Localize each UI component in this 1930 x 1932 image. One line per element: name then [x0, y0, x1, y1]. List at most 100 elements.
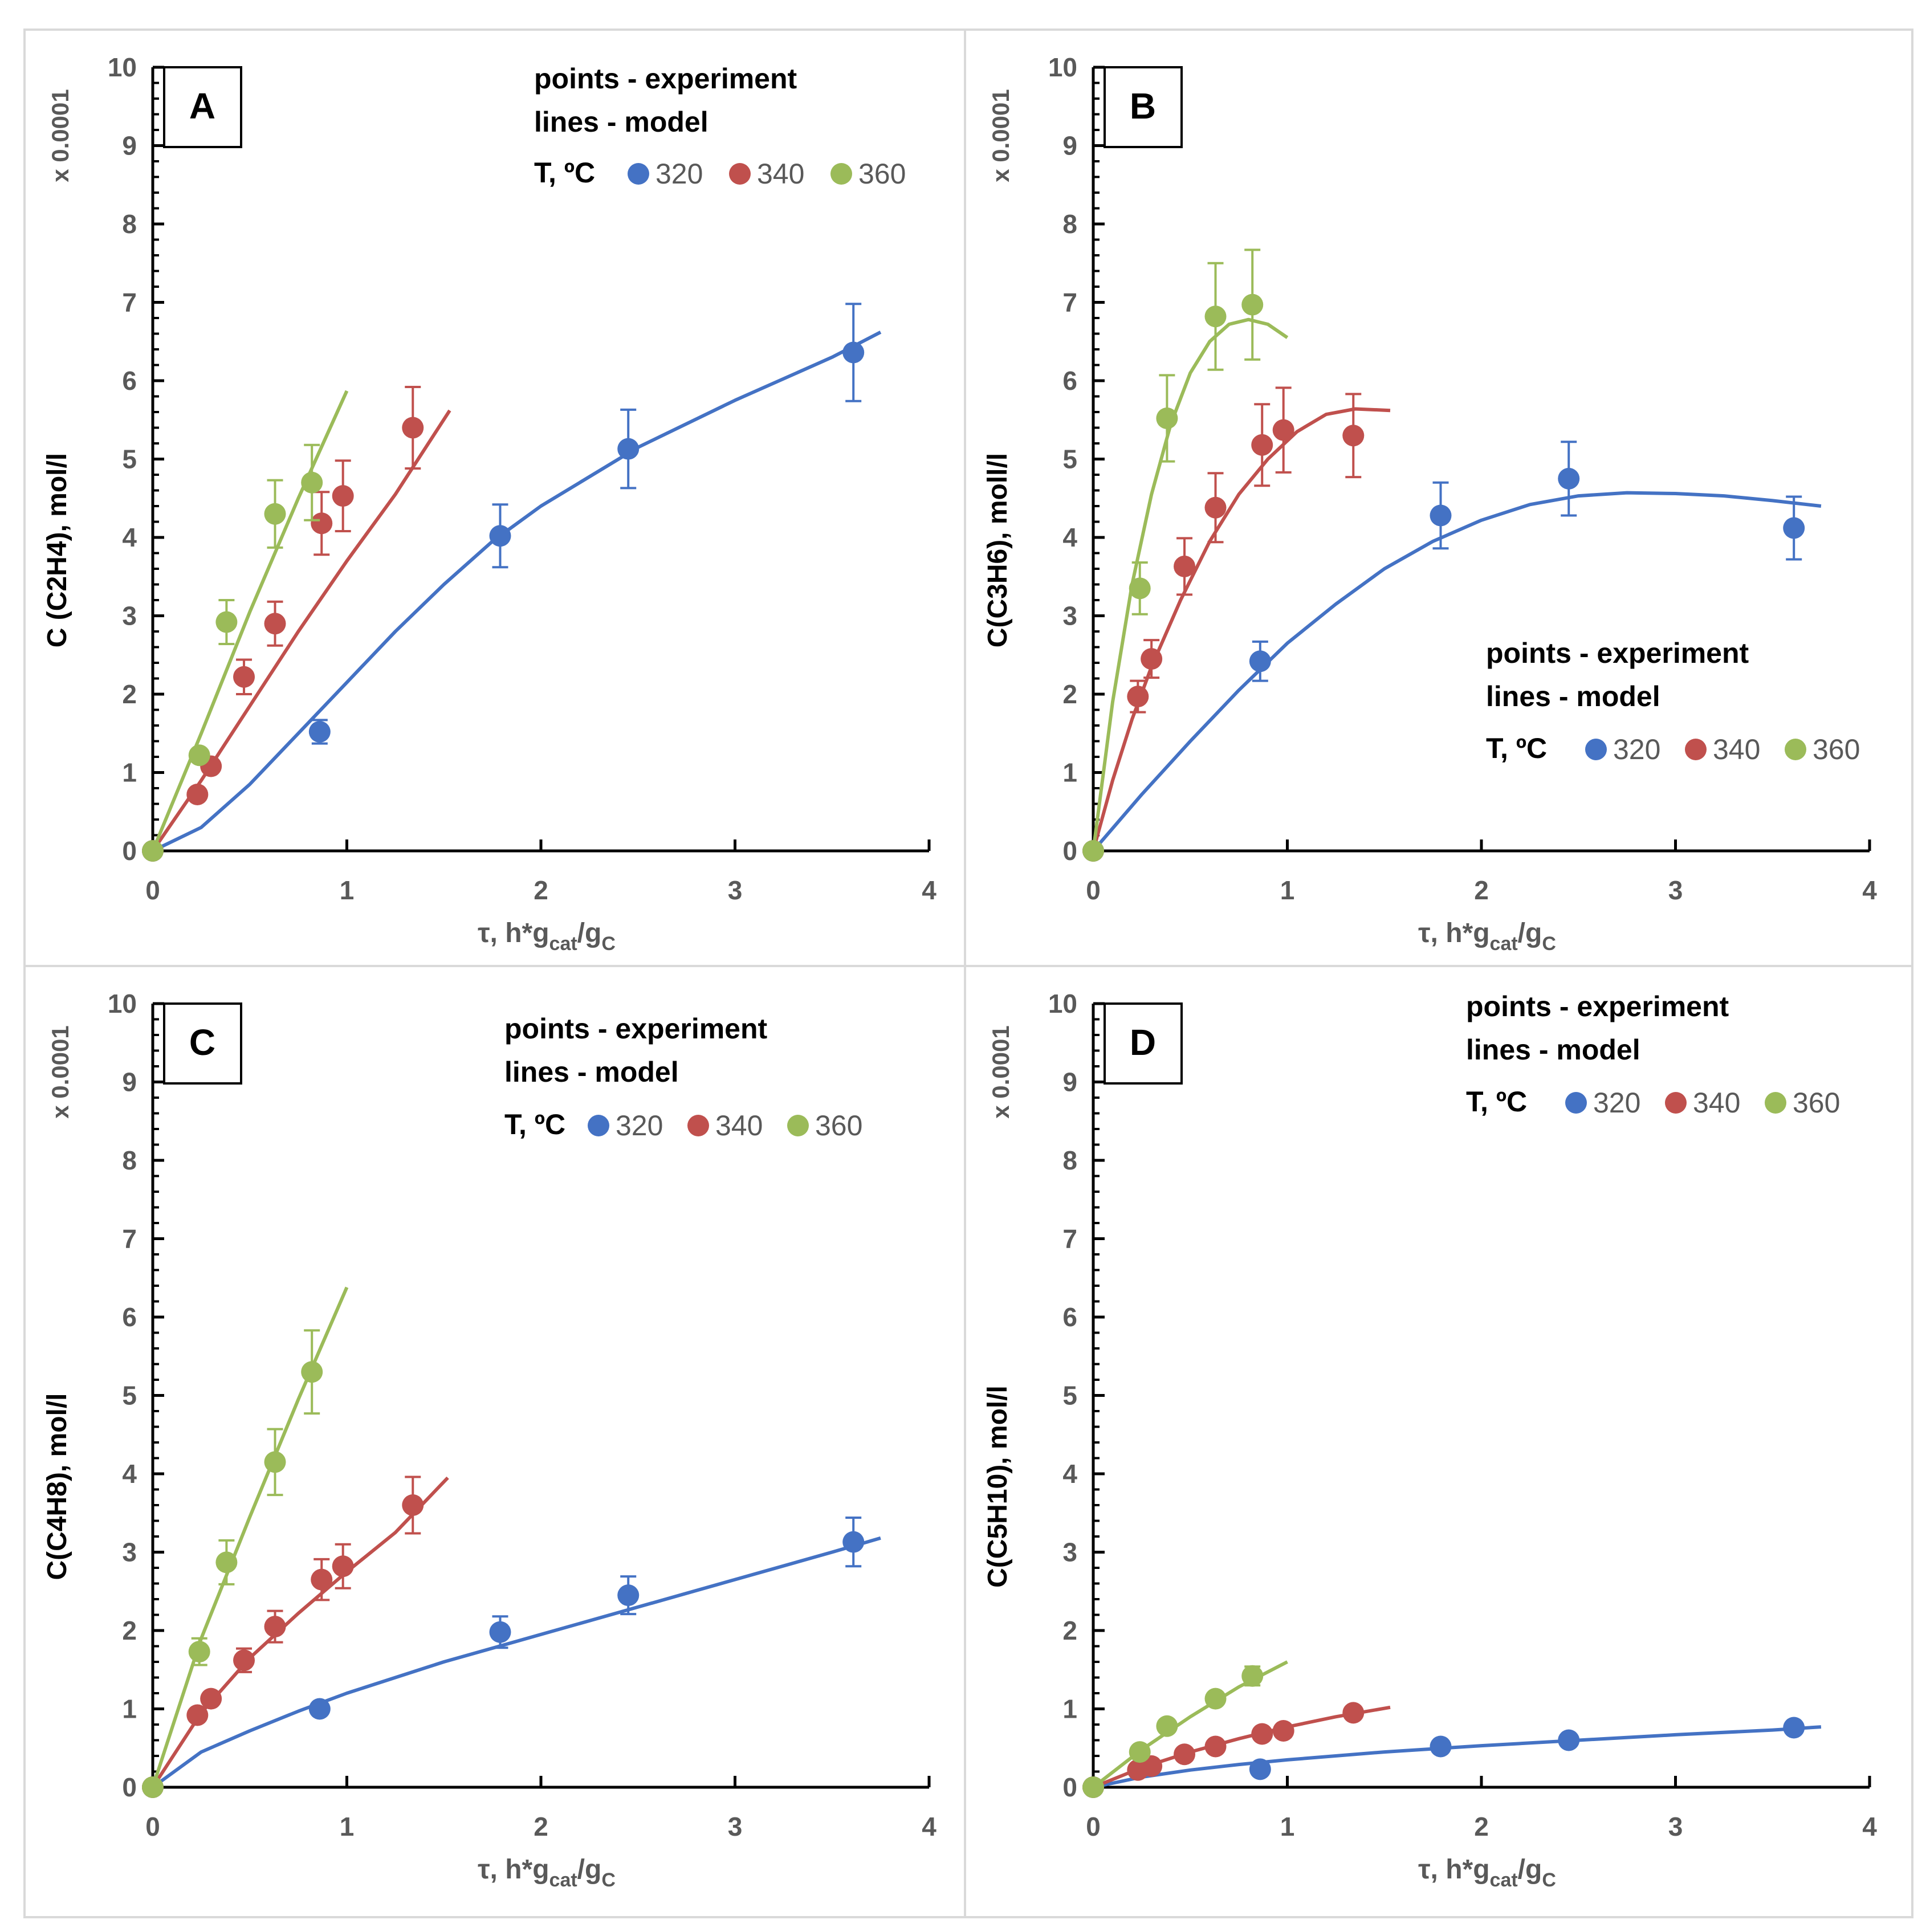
- data-point-340: [1342, 425, 1365, 447]
- data-point-340: [402, 1494, 424, 1516]
- legend-line-experiment: points - experiment: [504, 1013, 768, 1045]
- x-tick-label: 4: [922, 1812, 937, 1841]
- model-line-360: [151, 390, 349, 852]
- legend-marker-320: [588, 1115, 609, 1136]
- legend-marker-320: [628, 163, 649, 185]
- data-point-320: [308, 721, 331, 743]
- x-tick-label: 4: [922, 875, 937, 905]
- series-360: [142, 1286, 349, 1798]
- y-tick-label: 5: [122, 445, 137, 474]
- x-axis-title-main: τ, h*g: [1418, 918, 1489, 948]
- legend-entry-320: 320: [1613, 733, 1660, 765]
- y-tick-label: 1: [122, 758, 137, 788]
- y-tick-label: 5: [1062, 1381, 1077, 1411]
- x-tick-label: 4: [1862, 875, 1877, 905]
- y-tick-label: 10: [108, 989, 137, 1018]
- y-tick-label: 10: [1048, 52, 1077, 82]
- legend-marker-360: [1765, 1092, 1786, 1114]
- data-point-320: [1249, 1758, 1271, 1780]
- data-point-360: [301, 1361, 323, 1383]
- legend-marker-320: [1565, 1092, 1587, 1114]
- data-point-340: [1204, 1735, 1227, 1758]
- x-axis-title-sub-cat: cat: [1490, 933, 1518, 955]
- data-point-340: [1141, 648, 1163, 670]
- y-tick-label: 0: [1062, 1772, 1077, 1802]
- panel-label-box: [163, 66, 242, 148]
- x-tick-label: 1: [340, 1812, 355, 1841]
- x-tick-label: 1: [1280, 1812, 1295, 1841]
- y-axis-title: C (C2H4), mol/l: [42, 453, 72, 647]
- chart-panel-b: 0 1 2 3 4 5 6 7 8 9 10 0 1 2 3 4 x 0.0001 C(C3H6), moll/l…: [983, 52, 1877, 955]
- y-tick-label: 0: [1062, 836, 1077, 866]
- data-point-360: [1082, 840, 1104, 862]
- chart-panel-d: 0 1 2 3 4 5 6 7 8 9 10 0 1 2 3 4 x 0.0001 C(C5H10), mol/l…: [983, 989, 1877, 1891]
- series-340: [142, 1476, 449, 1798]
- legend-entry-320: 320: [655, 158, 703, 190]
- x-axis-title-sub-c: C: [601, 1869, 616, 1891]
- y-tick-label: 6: [122, 1302, 137, 1332]
- x-tick-label: 2: [534, 875, 548, 905]
- x-axis-title: τ, h*gcat/gC: [478, 1854, 616, 1891]
- data-point-320: [1430, 1735, 1452, 1758]
- y-tick-label: 8: [122, 209, 137, 239]
- data-point-340: [332, 485, 354, 507]
- y-tick-label: 4: [122, 1459, 137, 1489]
- data-point-340: [233, 666, 255, 688]
- x-tick-label: 0: [1086, 875, 1101, 905]
- legend-temperature-label: T, ºC: [504, 1108, 565, 1140]
- data-point-340: [1272, 419, 1294, 441]
- data-point-360: [142, 1776, 164, 1798]
- x-axis-title-mid: /g: [577, 918, 602, 948]
- legend-entry-360: 360: [815, 1110, 862, 1142]
- y-tick-label: 4: [122, 523, 137, 552]
- x-axis-title-mid: /g: [1518, 1854, 1542, 1885]
- y-tick-label: 4: [1062, 1459, 1077, 1489]
- data-point-340: [1251, 434, 1273, 456]
- y-tick-label: 7: [122, 1224, 137, 1254]
- series-320: [142, 303, 882, 862]
- legend-temperature-label: T, ºC: [1466, 1086, 1527, 1118]
- series-360: [142, 390, 349, 862]
- legend-line-model: lines - model: [504, 1056, 679, 1088]
- data-point-360: [1129, 1741, 1151, 1763]
- legend-temperature-label: T, ºC: [1486, 732, 1547, 764]
- series-340: [1082, 1702, 1391, 1798]
- data-point-340: [264, 1616, 286, 1638]
- outer-frame: [23, 28, 1913, 1918]
- y-axis-title: C(C5H10), mol/l: [983, 1385, 1013, 1588]
- x-axis-title-sub-c: C: [1542, 1869, 1556, 1891]
- y-tick-label: 5: [122, 1381, 137, 1411]
- data-point-360: [215, 1551, 238, 1574]
- y-scale-multiplier: x 0.0001: [987, 89, 1014, 182]
- x-tick-label: 0: [145, 875, 160, 905]
- y-tick-label: 2: [1062, 679, 1077, 709]
- legend-line-model: lines - model: [534, 106, 709, 138]
- legend: points - experiment lines - model T, ºC 320…: [504, 1013, 862, 1142]
- data-point-340: [1272, 1720, 1294, 1742]
- data-point-340: [1251, 1723, 1273, 1745]
- y-tick-label: 5: [1062, 445, 1077, 474]
- legend: points - experiment lines - model T, ºC 320…: [534, 63, 906, 190]
- data-point-360: [1082, 1776, 1104, 1798]
- data-point-360: [188, 744, 210, 767]
- y-tick-label: 9: [122, 1067, 137, 1097]
- model-line-360: [1092, 317, 1289, 851]
- data-point-360: [301, 471, 323, 494]
- legend-marker-340: [687, 1115, 709, 1136]
- x-axis-title-mid: /g: [1518, 918, 1542, 948]
- legend-marker-360: [1785, 739, 1806, 760]
- y-tick-label: 7: [1062, 288, 1077, 317]
- legend-line-experiment: points - experiment: [1486, 637, 1749, 669]
- data-point-360: [215, 611, 238, 633]
- y-tick-label: 8: [122, 1146, 137, 1175]
- x-tick-label: 1: [340, 875, 355, 905]
- legend-entry-360: 360: [858, 158, 906, 190]
- y-scale-multiplier: x 0.0001: [47, 89, 74, 182]
- data-point-340: [186, 784, 209, 805]
- data-point-360: [142, 840, 164, 862]
- data-point-320: [617, 1584, 640, 1607]
- data-point-360: [1241, 294, 1264, 316]
- data-point-320: [1430, 504, 1452, 527]
- y-tick-label: 3: [1062, 601, 1077, 631]
